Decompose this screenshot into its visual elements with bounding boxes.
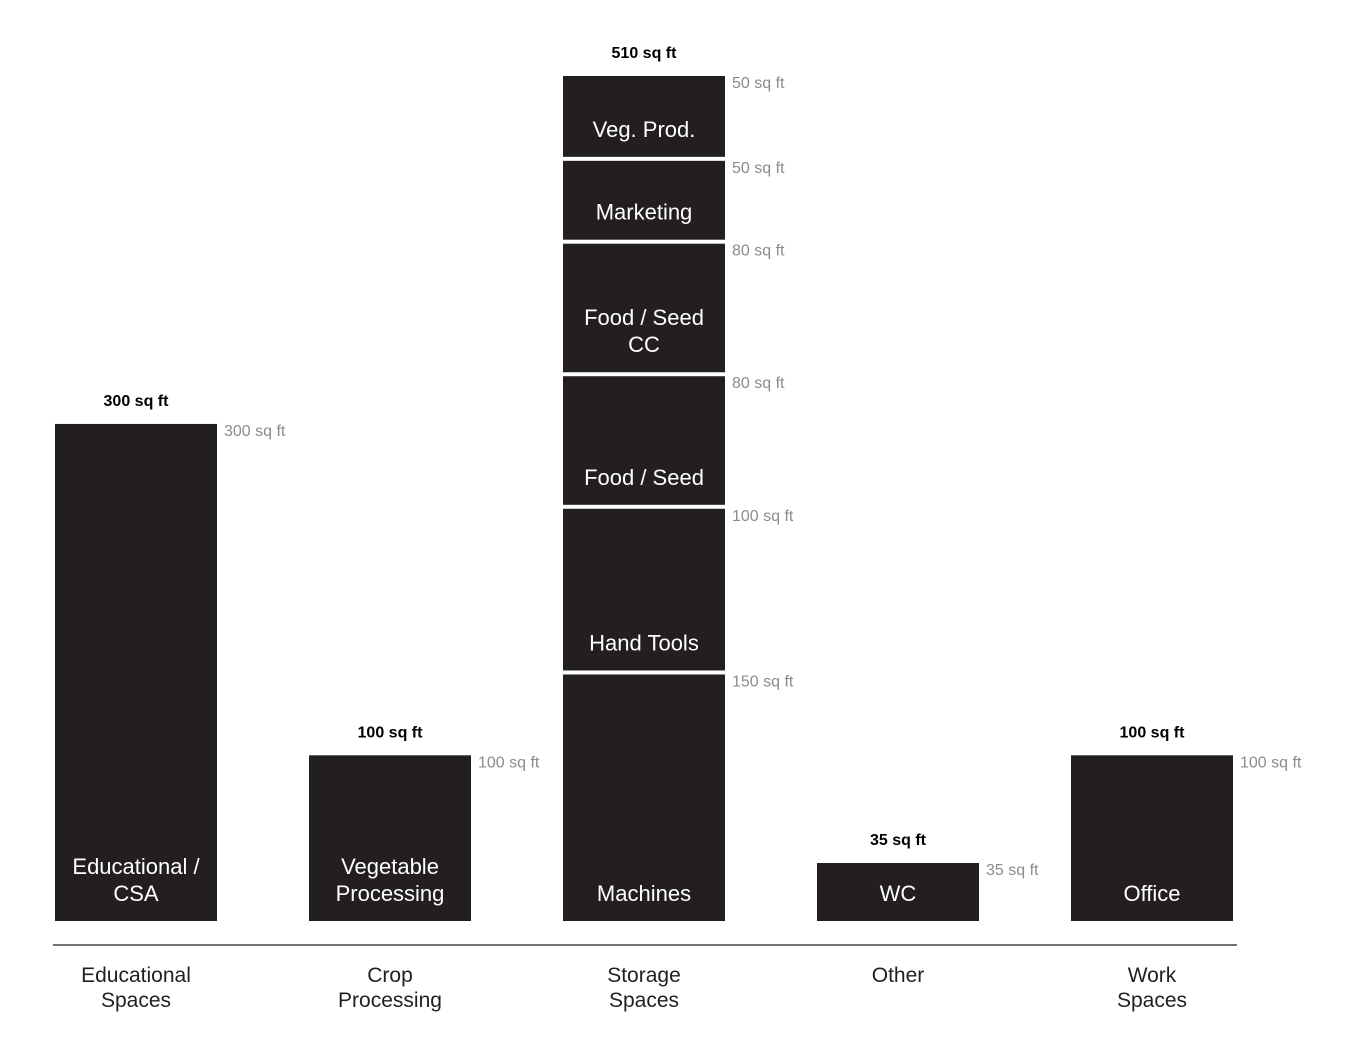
segment-value-label: 100 sq ft [478,754,540,771]
bar-segment [563,76,725,157]
bar-total-label: 510 sq ft [612,45,678,62]
segment-value-label: 80 sq ft [732,243,785,260]
bar-group: Educational /CSA 300 sq ft 300 sq ft Educat… [55,393,286,1012]
bar-group: WC 35 sq ft 35 sq ft Other [817,832,1039,987]
segment-label: WC [880,881,917,906]
category-label: Spaces [1117,989,1187,1012]
segment-value-label: 35 sq ft [986,862,1039,879]
bar-segment [563,508,725,671]
bar-segment [563,674,725,921]
category-label: Educational [81,964,191,987]
category-label: Spaces [609,989,679,1012]
bar-total-label: 300 sq ft [104,393,170,410]
bar-groups: Educational /CSA 300 sq ft 300 sq ft Educat… [55,45,1302,1012]
category-label: Processing [338,989,442,1012]
segment-label: Marketing [596,200,693,225]
bar-total-label: 35 sq ft [870,832,927,849]
segment-label: Veg. Prod. [593,117,696,142]
segment-value-label: 100 sq ft [732,508,794,525]
segment-value-label: 300 sq ft [224,423,286,440]
segment-label: Educational / [72,854,200,879]
bar-segment [1071,755,1233,921]
bar-segment [563,243,725,373]
bar-segment [817,863,979,921]
segment-value-label: 150 sq ft [732,673,794,690]
bar-segment [55,423,217,921]
segment-label: CC [628,332,660,357]
segment-label: Food / Seed [584,465,704,490]
segment-value-label: 50 sq ft [732,160,785,177]
category-label: Work [1128,964,1177,987]
bar-total-label: 100 sq ft [358,724,424,741]
category-label: Spaces [101,989,171,1012]
bar-segment [563,160,725,240]
segment-label: Processing [336,881,445,906]
segment-value-label: 80 sq ft [732,375,785,392]
bar-group: Machines 150 sq ft Hand Tools 100 sq ft Food… [563,45,794,1012]
segment-label: Office [1123,881,1180,906]
category-label: Crop [367,964,413,987]
bar-total-label: 100 sq ft [1120,724,1186,741]
segment-label: Food / Seed [584,305,704,330]
segment-label: Hand Tools [589,630,699,655]
segment-value-label: 100 sq ft [1240,754,1302,771]
bar-segment [309,755,471,921]
segment-label: Machines [597,881,691,906]
bar-segment [563,376,725,505]
segment-label: CSA [113,881,159,906]
category-label: Storage [607,964,681,987]
segment-value-label: 50 sq ft [732,75,785,92]
segment-label: Vegetable [341,854,439,879]
category-label: Other [872,964,925,987]
